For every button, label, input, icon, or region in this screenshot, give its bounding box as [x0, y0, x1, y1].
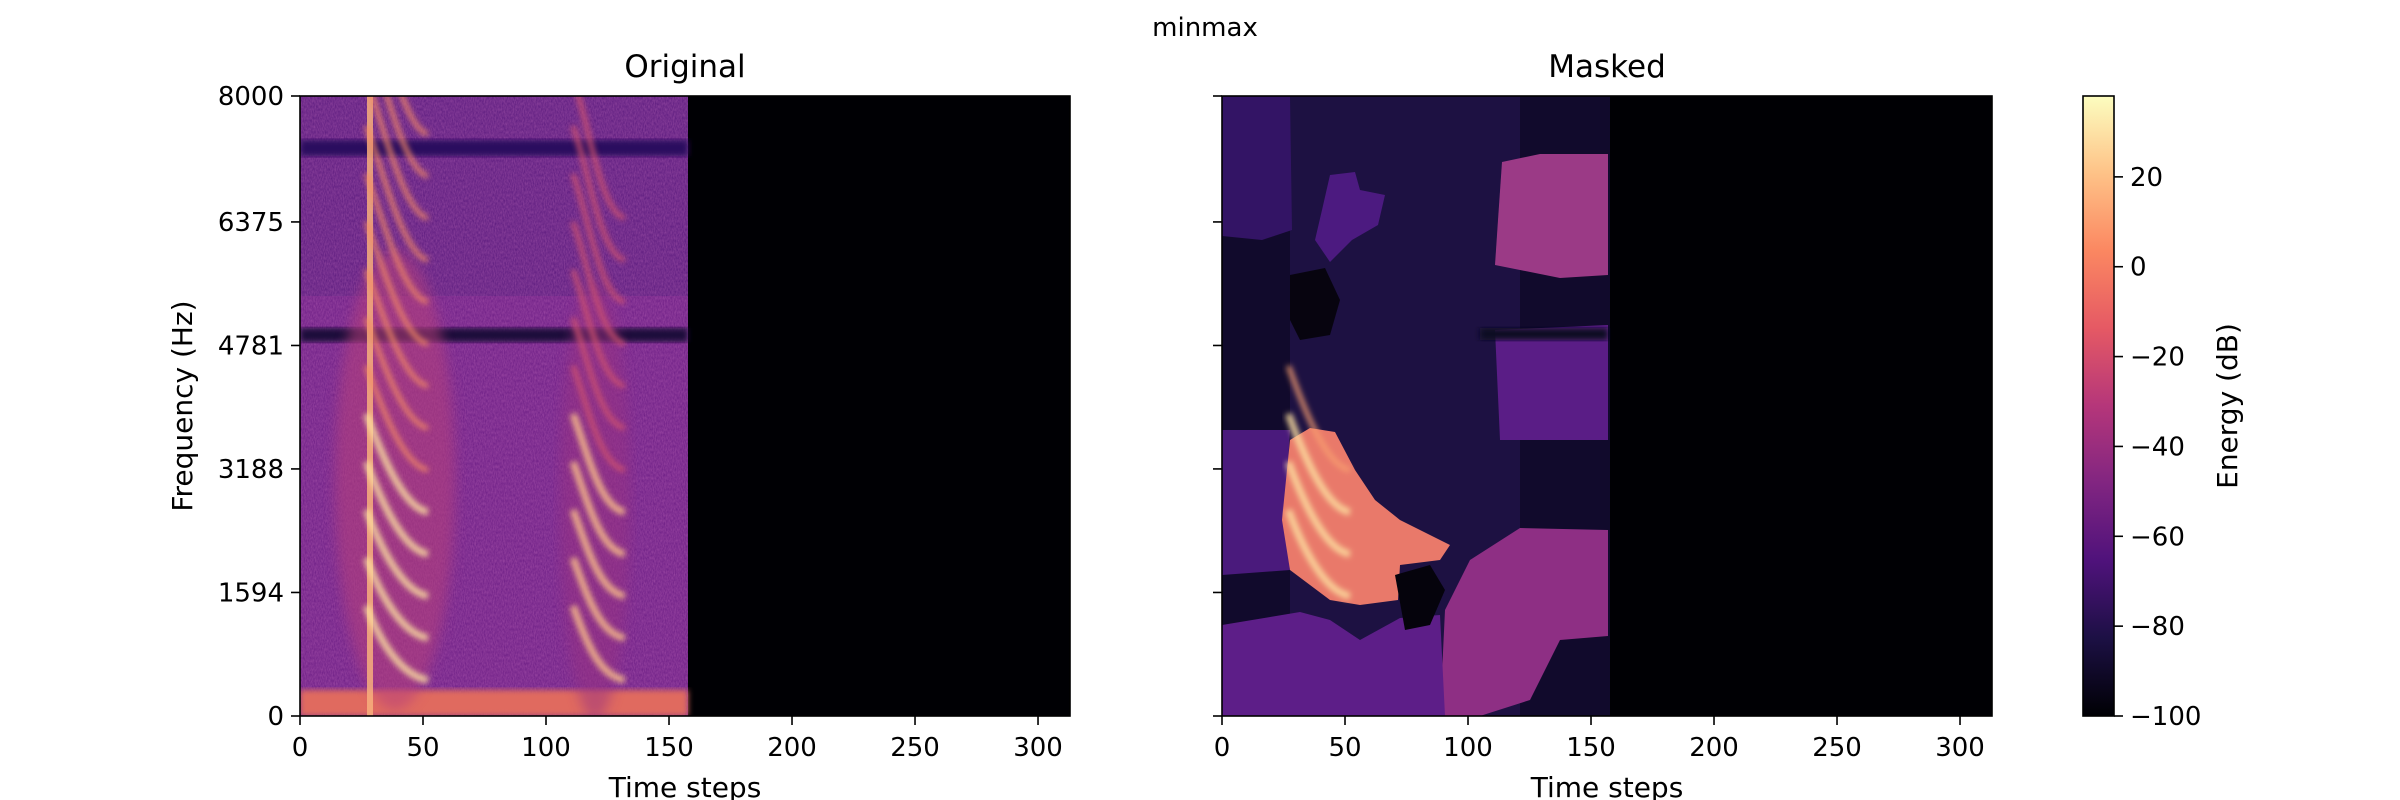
- colorbar-tick-label: −80: [2130, 612, 2185, 642]
- harmonic-line: [1285, 460, 1351, 558]
- visible-region-upper-left: [1222, 96, 1292, 240]
- notch-band-high: [300, 140, 688, 156]
- colorbar-tick-label: 0: [2130, 253, 2147, 283]
- onset-line: [367, 96, 373, 716]
- x-tick-label: 250: [1812, 733, 1862, 763]
- harmonic-line: [363, 556, 429, 642]
- visible-region-right-upper: [1495, 154, 1608, 278]
- colorbar-tick-label: −100: [2130, 702, 2201, 732]
- spectrogram-original: [300, 96, 1070, 716]
- harmonic-line: [569, 508, 626, 600]
- visible-region-right-mid: [1495, 325, 1608, 440]
- harmonic-line: [576, 96, 626, 221]
- x-tick-label: 250: [890, 733, 940, 763]
- colorbar-gradient: [2082, 95, 2115, 717]
- axes-frame-masked: [1221, 95, 1993, 717]
- harmonic-line: [569, 604, 626, 684]
- y-tick-label: 1594: [218, 578, 284, 608]
- figure-title: minmax: [1152, 13, 1258, 43]
- colorbar: 20 0 −20 −40 −60 −80 −100 Energy (dB): [2082, 95, 2244, 732]
- harmonic-line: [364, 173, 429, 305]
- x-tick-label: 150: [1566, 733, 1616, 763]
- y-tick-label: 0: [267, 702, 284, 732]
- x-tick-label: 150: [644, 733, 694, 763]
- harmonic-line: [570, 125, 626, 263]
- harmonic-line: [569, 460, 626, 558]
- harmonic-line: [363, 412, 429, 516]
- harmonic-line: [1285, 508, 1351, 600]
- low-band: [300, 690, 688, 716]
- colorbar-tick-label: −20: [2130, 343, 2185, 373]
- harmonics-original: [363, 96, 626, 684]
- harmonic-line: [1286, 365, 1351, 473]
- harmonic-line: [1285, 412, 1351, 516]
- y-tick-label: 8000: [218, 82, 284, 112]
- y-tick-label: 3188: [218, 455, 284, 485]
- harmonic-line: [364, 269, 429, 389]
- ticks-original: 0 50 100 150 200 250 300 0 1594 3188 4781 6375 8000: [218, 82, 1063, 763]
- harmonic-line: [364, 317, 429, 431]
- y-tick-label: 4781: [218, 331, 284, 361]
- spectrogram-masked: [1222, 96, 1992, 716]
- visible-region-top-blob: [1315, 172, 1385, 262]
- x-tick-label: 100: [521, 733, 571, 763]
- harmonics-masked: [1285, 365, 1351, 600]
- panel-title-masked: Masked: [1548, 49, 1666, 85]
- x-tick-label: 200: [767, 733, 817, 763]
- harmonic-line: [399, 96, 429, 137]
- x-axis-label-masked: Time steps: [1530, 771, 1684, 800]
- x-tick-label: 0: [1214, 733, 1231, 763]
- x-axis-label-original: Time steps: [608, 771, 762, 800]
- colorbar-tick-label: −40: [2130, 432, 2185, 462]
- x-tick-label: 300: [1935, 733, 1985, 763]
- harmonic-line: [570, 365, 626, 473]
- harmonic-line: [364, 125, 429, 263]
- energy-blob-2: [560, 280, 630, 716]
- colorbar-ticks: 20 0 −20 −40 −60 −80 −100: [2114, 163, 2201, 732]
- harmonic-line: [363, 460, 429, 558]
- harmonic-line: [364, 365, 429, 473]
- harmonic-line: [570, 317, 626, 431]
- colorbar-tick-label: 20: [2130, 163, 2163, 193]
- axes-frame-original: [299, 95, 1071, 717]
- x-tick-label: 50: [406, 733, 439, 763]
- panel-masked: Masked 0 50 100 150 200 250 300 Time steps: [1213, 49, 1993, 800]
- panel-title-original: Original: [624, 49, 745, 85]
- visible-region-left-lower: [1222, 430, 1290, 575]
- x-tick-label: 50: [1328, 733, 1361, 763]
- colorbar-tick-label: −60: [2130, 522, 2185, 552]
- notch-band-mid: [1480, 328, 1608, 340]
- visible-region-bright: [1282, 428, 1450, 605]
- y-tick-label: 6375: [218, 208, 284, 238]
- harmonic-line: [364, 221, 429, 347]
- x-tick-label: 0: [292, 733, 309, 763]
- x-tick-label: 100: [1443, 733, 1493, 763]
- x-tick-label: 200: [1689, 733, 1739, 763]
- harmonic-line: [369, 96, 429, 221]
- harmonic-line: [384, 96, 429, 179]
- masked-hole: [1290, 268, 1340, 340]
- harmonic-line: [570, 173, 626, 305]
- harmonic-line: [570, 269, 626, 389]
- visible-region-bottom-left: [1222, 612, 1445, 716]
- masked-hole-lower: [1395, 565, 1445, 630]
- harmonic-line: [363, 508, 429, 600]
- x-tick-label: 300: [1013, 733, 1063, 763]
- y-axis-label: Frequency (Hz): [166, 300, 199, 511]
- harmonic-line: [363, 604, 429, 684]
- colorbar-label: Energy (dB): [2211, 323, 2244, 489]
- visible-region-bottom-right: [1440, 528, 1608, 716]
- harmonic-line: [569, 556, 626, 642]
- ticks-masked: 0 50 100 150 200 250 300: [1213, 95, 1985, 763]
- panel-original: Original 0 50 100 150 200 250 300 0 1594 3188 4781…: [166, 49, 1071, 800]
- harmonic-line: [570, 221, 626, 347]
- harmonic-line: [569, 412, 626, 516]
